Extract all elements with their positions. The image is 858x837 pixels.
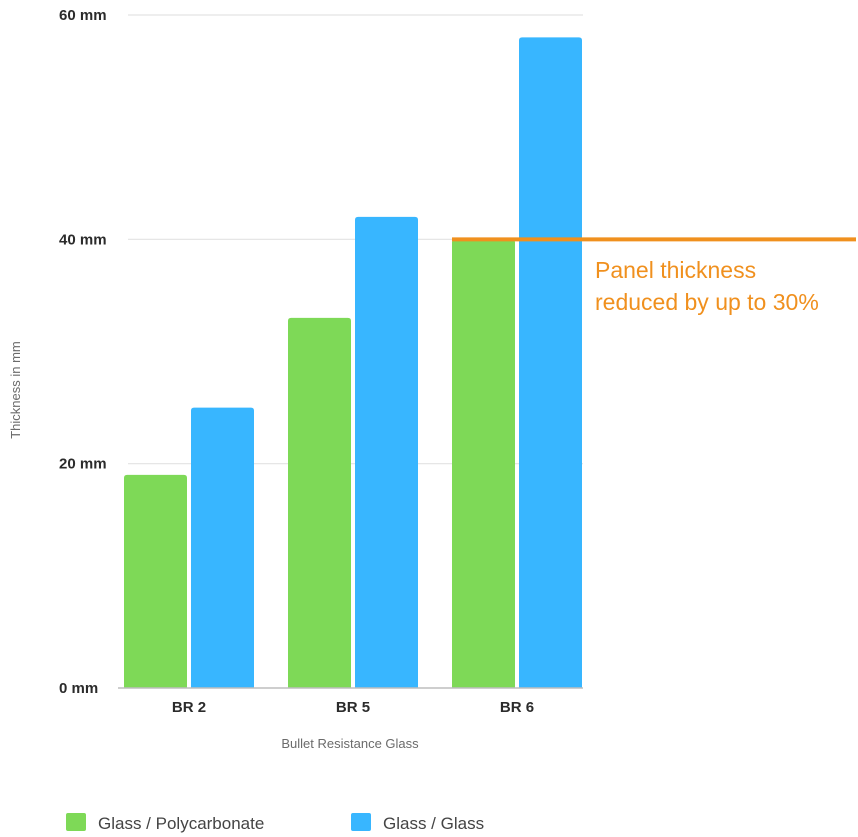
y-tick-label: 60 mm (59, 7, 107, 24)
bars (124, 37, 582, 689)
bar-glass-glass-br2 (191, 407, 254, 688)
legend: Glass / Polycarbonate Glass / Glass (66, 813, 484, 833)
x-category-label: BR 2 (172, 699, 206, 716)
legend-swatch (66, 813, 86, 831)
annotation-text-line2: reduced by up to 30% (595, 289, 819, 315)
legend-label: Glass / Polycarbonate (98, 814, 264, 833)
y-axis-title: Thickness in mm (8, 341, 23, 439)
bar-glass-polycarbonate-br5 (288, 317, 351, 688)
y-tick-label: 0 mm (59, 680, 98, 697)
legend-swatch (351, 813, 371, 831)
bar-glass-polycarbonate-br6 (452, 239, 515, 689)
y-axis-ticks: 0 mm 20 mm 40 mm 60 mm (59, 7, 107, 697)
x-axis-title: Bullet Resistance Glass (281, 736, 419, 751)
x-category-label: BR 6 (500, 699, 534, 716)
bar-glass-glass-br5 (355, 216, 418, 688)
bar-glass-polycarbonate-br2 (124, 474, 187, 688)
bar-glass-glass-br6 (519, 37, 582, 688)
y-tick-label: 40 mm (59, 231, 107, 248)
annotation-text-line1: Panel thickness (595, 257, 756, 283)
legend-label: Glass / Glass (383, 814, 484, 833)
x-category-label: BR 5 (336, 699, 370, 716)
y-tick-label: 20 mm (59, 456, 107, 473)
x-axis-categories: BR 2 BR 5 BR 6 (172, 699, 534, 716)
